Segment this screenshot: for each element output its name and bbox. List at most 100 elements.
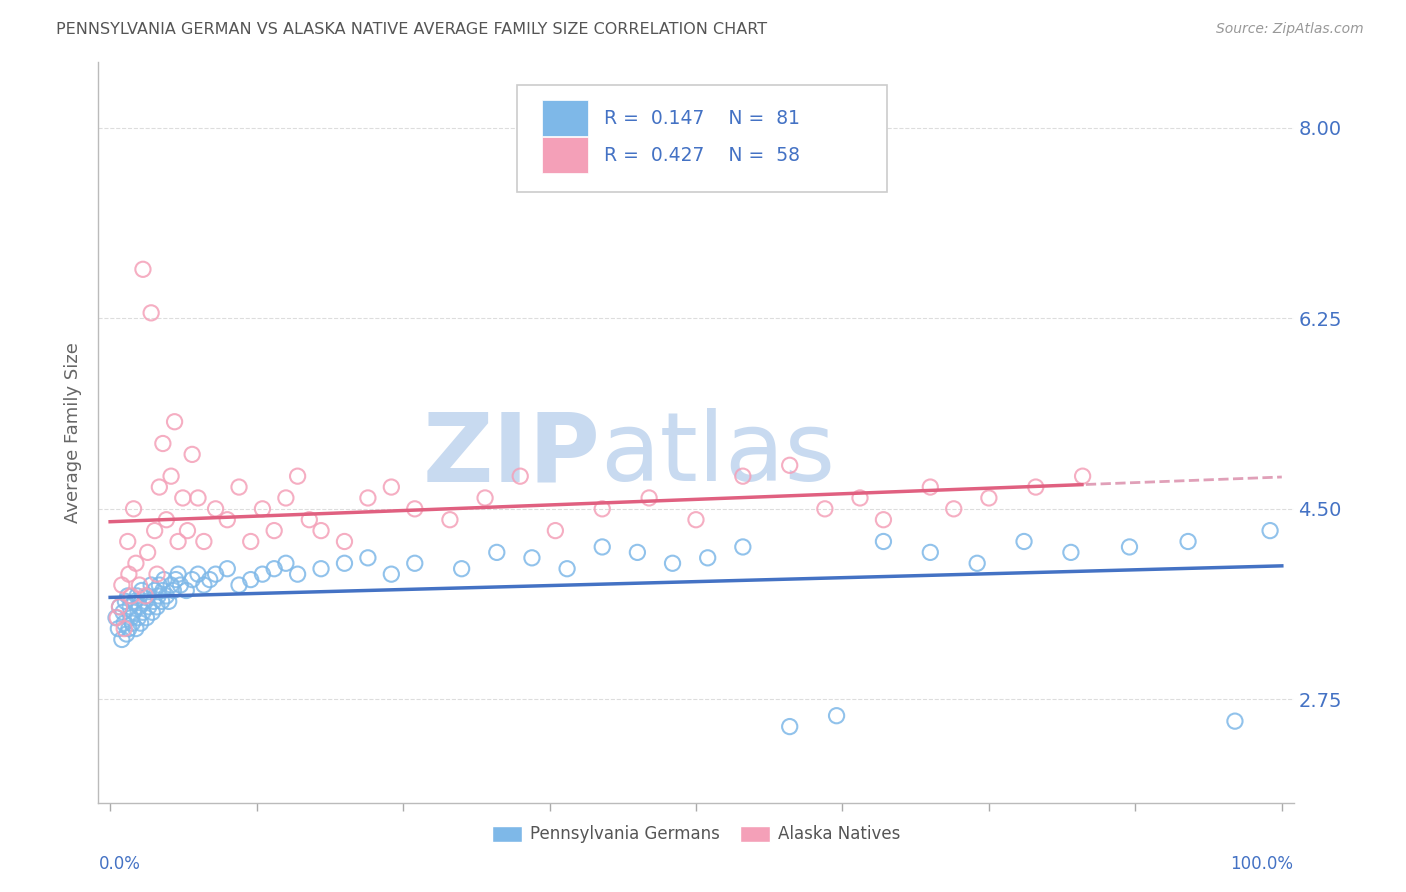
Point <box>143 524 166 538</box>
Point <box>217 562 239 576</box>
Point <box>333 556 356 570</box>
Point <box>124 594 146 608</box>
Point <box>357 491 380 505</box>
Point <box>134 589 156 603</box>
Point <box>404 556 426 570</box>
Point <box>298 513 321 527</box>
Point <box>136 589 159 603</box>
Point <box>696 550 718 565</box>
Point <box>942 501 965 516</box>
Point <box>228 480 250 494</box>
Point <box>1223 714 1246 728</box>
Point <box>555 562 578 576</box>
Point <box>1258 524 1281 538</box>
Point <box>148 480 170 494</box>
Point <box>181 447 204 461</box>
Point <box>112 605 135 619</box>
Point <box>129 616 152 631</box>
Point <box>239 534 262 549</box>
Point <box>439 513 461 527</box>
Point <box>287 567 309 582</box>
Point <box>152 436 174 450</box>
Point <box>142 594 165 608</box>
Point <box>128 599 150 614</box>
Point <box>239 573 262 587</box>
Point <box>176 524 198 538</box>
Point <box>112 616 135 631</box>
Point <box>193 578 215 592</box>
Point <box>333 534 356 549</box>
Point <box>120 589 142 603</box>
Point <box>849 491 872 505</box>
Point <box>152 583 174 598</box>
Point <box>920 545 942 559</box>
Point <box>1118 540 1140 554</box>
Point <box>591 540 613 554</box>
Point <box>136 545 159 559</box>
Point <box>163 415 186 429</box>
Point <box>135 610 157 624</box>
Point <box>309 562 332 576</box>
Point <box>141 605 163 619</box>
Point <box>118 567 141 582</box>
Text: ZIP: ZIP <box>422 409 600 501</box>
Point <box>117 534 139 549</box>
Point <box>120 610 142 624</box>
Point <box>120 599 141 614</box>
Text: 100.0%: 100.0% <box>1230 855 1294 872</box>
Point <box>404 501 426 516</box>
Point <box>114 594 136 608</box>
Point <box>122 501 145 516</box>
Point <box>132 262 155 277</box>
Point <box>122 605 145 619</box>
Point <box>141 306 163 320</box>
FancyBboxPatch shape <box>541 137 589 173</box>
Point <box>157 594 180 608</box>
Point <box>193 534 215 549</box>
Point <box>167 534 190 549</box>
Point <box>204 501 226 516</box>
Text: 0.0%: 0.0% <box>98 855 141 872</box>
Point <box>920 480 942 494</box>
Legend: Pennsylvania Germans, Alaska Natives: Pennsylvania Germans, Alaska Natives <box>485 819 907 850</box>
Point <box>141 578 163 592</box>
Point <box>115 627 138 641</box>
Point <box>638 491 661 505</box>
Point <box>108 599 131 614</box>
Text: PENNSYLVANIA GERMAN VS ALASKA NATIVE AVERAGE FAMILY SIZE CORRELATION CHART: PENNSYLVANIA GERMAN VS ALASKA NATIVE AVE… <box>56 22 768 37</box>
Point <box>138 599 160 614</box>
Point <box>187 491 209 505</box>
Point <box>544 524 567 538</box>
Point <box>105 610 128 624</box>
Point <box>148 578 170 592</box>
Point <box>1012 534 1035 549</box>
Point <box>125 622 148 636</box>
Point <box>143 583 166 598</box>
Point <box>1025 480 1047 494</box>
Point <box>117 589 139 603</box>
Point <box>309 524 332 538</box>
Point <box>112 622 135 636</box>
Point <box>779 458 801 473</box>
Point <box>252 567 274 582</box>
Point <box>274 491 297 505</box>
Point <box>127 610 149 624</box>
Point <box>1177 534 1199 549</box>
Point <box>153 573 176 587</box>
Point <box>1060 545 1083 559</box>
Point <box>169 578 191 592</box>
Point <box>111 632 134 647</box>
Point <box>274 556 297 570</box>
Point <box>155 513 177 527</box>
Point <box>146 599 169 614</box>
Point <box>357 550 380 565</box>
Point <box>131 583 153 598</box>
Point <box>204 567 226 582</box>
Point <box>146 567 169 582</box>
Point <box>1071 469 1094 483</box>
Point <box>380 480 402 494</box>
Point <box>172 491 194 505</box>
FancyBboxPatch shape <box>517 85 887 192</box>
Point <box>731 540 754 554</box>
Point <box>872 534 894 549</box>
